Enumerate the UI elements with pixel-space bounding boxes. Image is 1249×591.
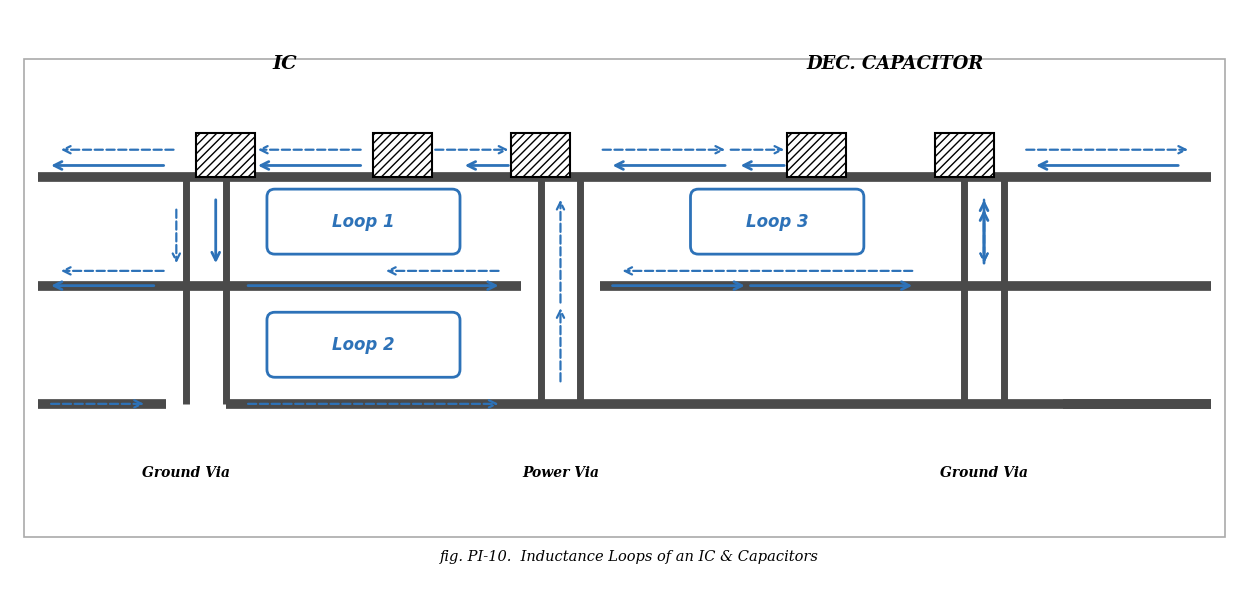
Text: fig. PI-10.  Inductance Loops of an IC & Capacitors: fig. PI-10. Inductance Loops of an IC & … — [440, 550, 819, 564]
Text: Loop 1: Loop 1 — [332, 213, 395, 230]
Bar — [24, 59, 1225, 537]
Bar — [373, 133, 432, 177]
Bar — [934, 133, 994, 177]
FancyBboxPatch shape — [267, 312, 460, 377]
FancyBboxPatch shape — [267, 189, 460, 254]
Text: Loop 2: Loop 2 — [332, 336, 395, 354]
Bar — [196, 133, 255, 177]
Bar — [787, 133, 846, 177]
Bar — [511, 133, 571, 177]
Bar — [196, 133, 255, 177]
Text: DEC. CAPACITOR: DEC. CAPACITOR — [807, 55, 984, 73]
Text: Loop 3: Loop 3 — [746, 213, 808, 230]
Text: Power Via: Power Via — [522, 466, 600, 480]
Text: Ground Via: Ground Via — [940, 466, 1028, 480]
Bar — [934, 133, 994, 177]
Text: IC: IC — [272, 55, 297, 73]
Bar — [511, 133, 571, 177]
Bar — [373, 133, 432, 177]
FancyBboxPatch shape — [691, 189, 864, 254]
Bar — [787, 133, 846, 177]
Text: Ground Via: Ground Via — [142, 466, 230, 480]
